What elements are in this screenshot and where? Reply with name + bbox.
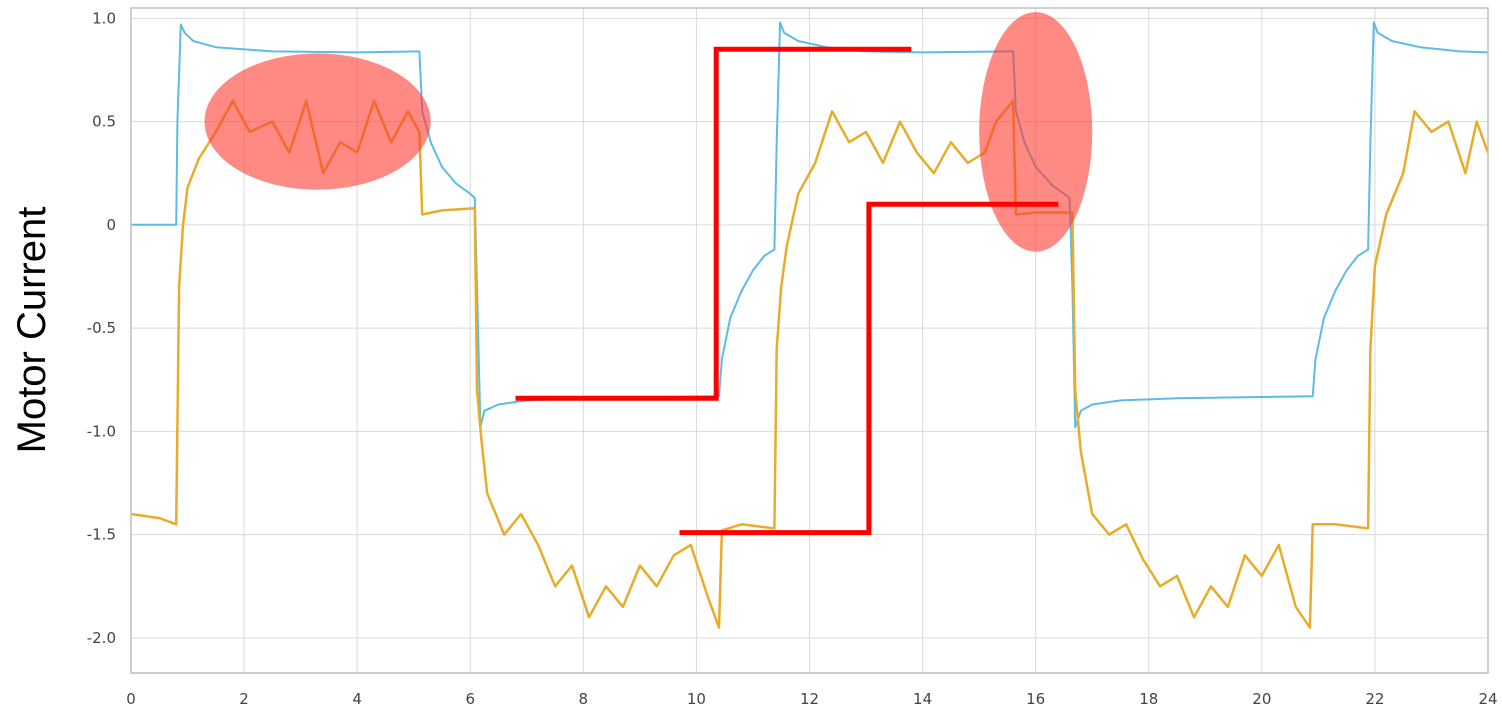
x-tick-label: 0 bbox=[126, 690, 136, 708]
x-tick-label: 8 bbox=[579, 690, 589, 708]
x-tick-label: 16 bbox=[1026, 690, 1045, 708]
x-tick-label: 10 bbox=[687, 690, 706, 708]
y-tick-label: -1.5 bbox=[87, 526, 116, 544]
y-tick-label: -1.0 bbox=[87, 422, 116, 440]
x-tick-label: 20 bbox=[1252, 690, 1271, 708]
y-tick-label: 0.5 bbox=[92, 113, 116, 131]
x-tick-label: 12 bbox=[800, 690, 819, 708]
y-tick-label: -0.5 bbox=[87, 319, 116, 337]
x-tick-label: 14 bbox=[913, 690, 932, 708]
y-tick-labels: 1.0 0.5 0 -0.5 -1.0 -1.5 -2.0 bbox=[87, 9, 116, 647]
y-tick-label: 1.0 bbox=[92, 9, 116, 27]
x-tick-label: 24 bbox=[1478, 690, 1497, 708]
y-tick-label: -2.0 bbox=[87, 629, 116, 647]
step-line-2 bbox=[679, 201, 1059, 536]
x-tick-label: 6 bbox=[465, 690, 475, 708]
y-tick-label: 0 bbox=[106, 216, 116, 234]
highlight-ellipse-2 bbox=[979, 12, 1093, 252]
annotation-layer bbox=[204, 12, 1093, 536]
x-tick-label: 22 bbox=[1365, 690, 1384, 708]
highlight-ellipse-1 bbox=[204, 53, 431, 190]
x-tick-label: 18 bbox=[1139, 690, 1158, 708]
x-tick-labels: 0 2 4 6 8 10 12 14 16 18 20 22 24 bbox=[126, 690, 1497, 708]
y-axis-label: Motor Current bbox=[10, 207, 54, 454]
x-tick-label: 4 bbox=[352, 690, 362, 708]
x-tick-label: 2 bbox=[239, 690, 249, 708]
plot-frame bbox=[130, 7, 1489, 674]
step-line-1 bbox=[515, 46, 912, 401]
